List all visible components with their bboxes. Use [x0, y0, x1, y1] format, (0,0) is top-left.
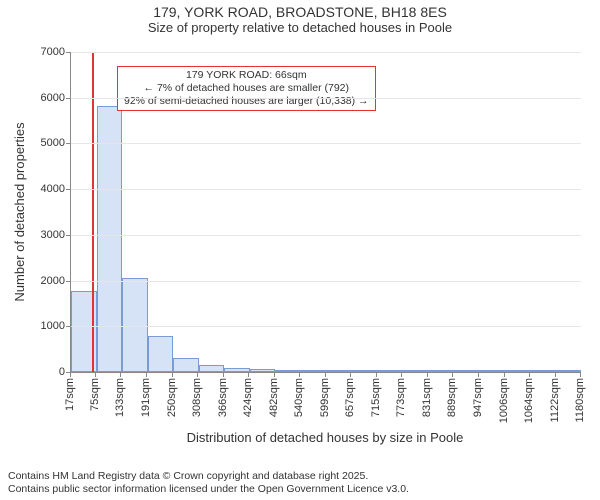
ytick-label: 3000	[41, 229, 71, 241]
xtick-label: 1006sqm	[498, 378, 510, 423]
title-main: 179, YORK ROAD, BROADSTONE, BH18 8ES	[0, 4, 600, 20]
footer-attribution: Contains HM Land Registry data © Crown c…	[8, 470, 409, 496]
footer-line-2: Contains public sector information licen…	[8, 483, 409, 496]
xtick-mark	[325, 372, 326, 377]
xtick-mark	[350, 372, 351, 377]
ytick-label: 7000	[41, 46, 71, 58]
xtick-label: 482sqm	[268, 378, 280, 417]
xtick-label: 657sqm	[344, 378, 356, 417]
xtick-label: 1122sqm	[549, 378, 561, 422]
xtick-label: 424sqm	[242, 378, 254, 417]
annotation-line: ← 7% of detached houses are smaller (792…	[124, 82, 369, 95]
xtick-label: 715sqm	[370, 378, 382, 417]
xtick-mark	[529, 372, 530, 377]
ytick-label: 6000	[41, 92, 71, 104]
xtick-mark	[376, 372, 377, 377]
ytick-label: 5000	[41, 137, 71, 149]
histogram-bar	[97, 106, 122, 372]
annotation-line: 179 YORK ROAD: 66sqm	[124, 69, 369, 82]
gridline	[71, 143, 581, 144]
histogram-bar	[122, 278, 148, 372]
xtick-label: 17sqm	[64, 378, 76, 411]
xtick-mark	[197, 372, 198, 377]
xtick-mark	[172, 372, 173, 377]
xtick-mark	[427, 372, 428, 377]
title-block: 179, YORK ROAD, BROADSTONE, BH18 8ES Siz…	[0, 0, 600, 35]
gridline	[71, 52, 581, 53]
title-sub: Size of property relative to detached ho…	[0, 20, 600, 35]
xtick-label: 308sqm	[191, 378, 203, 417]
xtick-mark	[146, 372, 147, 377]
xtick-label: 773sqm	[395, 378, 407, 417]
gridline	[71, 326, 581, 327]
y-axis-label: Number of detached properties	[12, 33, 27, 212]
histogram-bar	[173, 358, 199, 372]
xtick-label: 366sqm	[217, 378, 229, 417]
xtick-label: 250sqm	[166, 378, 178, 417]
xtick-mark	[248, 372, 249, 377]
xtick-mark	[223, 372, 224, 377]
ytick-label: 2000	[41, 275, 71, 287]
xtick-mark	[555, 372, 556, 377]
xtick-label: 75sqm	[89, 378, 101, 411]
xtick-label: 599sqm	[319, 378, 331, 417]
xtick-mark	[452, 372, 453, 377]
xtick-label: 889sqm	[446, 378, 458, 417]
xtick-mark	[504, 372, 505, 377]
xtick-mark	[95, 372, 96, 377]
xtick-mark	[478, 372, 479, 377]
xtick-label: 540sqm	[293, 378, 305, 417]
xtick-mark	[299, 372, 300, 377]
xtick-label: 133sqm	[114, 378, 126, 417]
xtick-label: 831sqm	[421, 378, 433, 417]
xtick-mark	[580, 372, 581, 377]
xtick-mark	[120, 372, 121, 377]
gridline	[71, 235, 581, 236]
xtick-mark	[70, 372, 71, 377]
ytick-label: 1000	[41, 320, 71, 332]
xtick-label: 1180sqm	[574, 378, 586, 422]
gridline	[71, 281, 581, 282]
xtick-mark	[274, 372, 275, 377]
xtick-label: 191sqm	[140, 378, 152, 417]
xtick-mark	[401, 372, 402, 377]
plot-area: 179 YORK ROAD: 66sqm← 7% of detached hou…	[70, 52, 581, 373]
xtick-label: 947sqm	[472, 378, 484, 417]
ytick-label: 4000	[41, 183, 71, 195]
x-ticks: 17sqm75sqm133sqm191sqm250sqm308sqm366sqm…	[70, 372, 580, 432]
chart: 179 YORK ROAD: 66sqm← 7% of detached hou…	[0, 42, 600, 452]
annotation-box: 179 YORK ROAD: 66sqm← 7% of detached hou…	[117, 66, 376, 111]
gridline	[71, 98, 581, 99]
histogram-bar	[148, 336, 173, 372]
x-axis-label: Distribution of detached houses by size …	[70, 430, 580, 445]
histogram-bar	[199, 365, 224, 372]
xtick-label: 1064sqm	[523, 378, 535, 423]
gridline	[71, 189, 581, 190]
footer-line-1: Contains HM Land Registry data © Crown c…	[8, 470, 409, 483]
marker-line	[92, 52, 94, 372]
